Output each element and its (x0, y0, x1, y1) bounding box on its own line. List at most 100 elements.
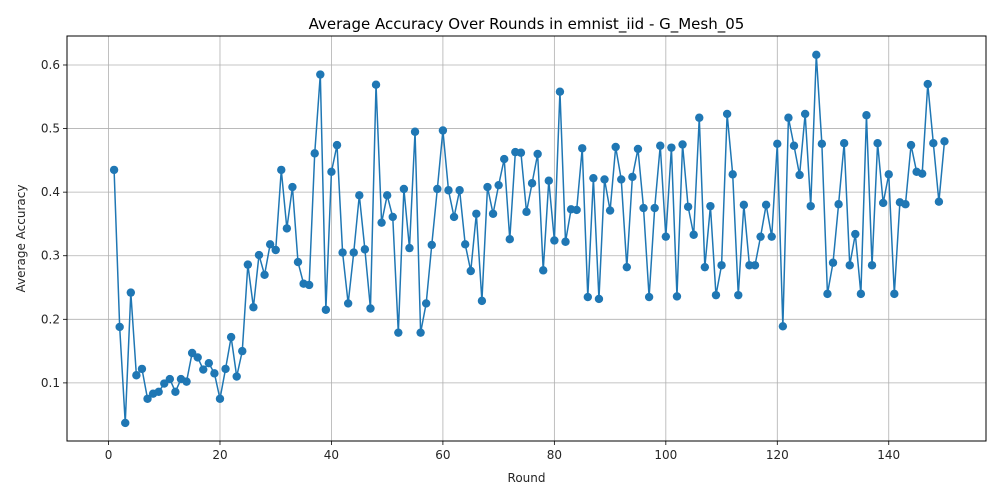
x-tick-label: 100 (654, 448, 677, 462)
data-point (288, 182, 297, 192)
data-point (472, 209, 481, 218)
y-tick-label: 0.2 (41, 312, 60, 326)
plot-frame (66, 35, 987, 442)
data-point (767, 232, 776, 241)
data-point (282, 224, 292, 233)
data-point (466, 266, 475, 276)
data-point (929, 138, 938, 148)
data-point (550, 236, 559, 245)
series-layer (109, 50, 949, 428)
data-point (717, 261, 726, 270)
data-point (527, 179, 537, 188)
x-tick-label: 80 (547, 448, 562, 462)
data-point (650, 203, 659, 213)
data-point (734, 290, 743, 300)
data-point (633, 144, 643, 154)
data-point (461, 240, 470, 249)
data-point (433, 184, 442, 194)
data-point (917, 169, 927, 178)
y-tick-label: 0.4 (41, 185, 60, 199)
data-point (444, 186, 453, 195)
data-point (695, 113, 704, 122)
data-point (109, 165, 119, 175)
chart-title: Average Accuracy Over Rounds in emnist_i… (309, 15, 745, 34)
data-point (611, 142, 620, 152)
data-point (728, 170, 737, 179)
data-point (226, 332, 236, 342)
data-point (862, 111, 871, 120)
series-line (113, 54, 946, 424)
data-point (371, 80, 381, 89)
data-point (410, 127, 420, 136)
data-point (901, 200, 910, 209)
y-tick-label: 0.3 (41, 249, 60, 263)
data-point (132, 371, 141, 380)
data-point (438, 126, 448, 135)
x-tick-label: 120 (766, 448, 789, 462)
data-point (182, 377, 191, 386)
data-point (800, 109, 810, 119)
data-point (115, 322, 124, 332)
x-tick-label: 20 (212, 448, 227, 462)
data-point (260, 270, 269, 279)
data-point (427, 240, 436, 250)
data-point (700, 262, 710, 272)
data-point (327, 167, 336, 177)
data-point (689, 230, 698, 239)
data-point (589, 173, 598, 183)
data-point (232, 372, 241, 381)
data-point (143, 394, 152, 403)
data-point (221, 364, 230, 374)
data-point (165, 374, 175, 384)
data-point (338, 248, 347, 257)
data-point (366, 304, 375, 313)
data-point (399, 184, 409, 194)
data-point (539, 266, 548, 275)
data-point (561, 237, 570, 246)
data-point (828, 258, 838, 267)
data-point (293, 257, 303, 267)
data-point (940, 137, 949, 146)
data-point (516, 148, 526, 157)
data-point (578, 144, 587, 153)
data-point (310, 149, 319, 158)
data-point (171, 387, 180, 396)
data-point (722, 109, 732, 119)
data-point (360, 245, 370, 254)
data-point (667, 143, 676, 152)
data-point (845, 261, 854, 270)
data-point (890, 289, 899, 299)
data-point (199, 365, 208, 374)
data-point (884, 170, 893, 179)
data-point (249, 303, 258, 312)
data-point (154, 387, 163, 396)
data-point (421, 299, 431, 308)
data-point (204, 358, 214, 368)
data-point (394, 328, 403, 337)
data-point (137, 364, 147, 374)
data-point (343, 299, 353, 308)
data-point (416, 328, 425, 337)
data-point (661, 232, 671, 241)
y-axis-title: Average Accuracy (14, 185, 28, 293)
data-point (739, 200, 749, 210)
data-point (449, 212, 459, 222)
data-point (505, 235, 514, 244)
data-point (750, 261, 760, 270)
data-point (923, 79, 932, 89)
x-axis-title: Round (508, 471, 546, 485)
data-point (316, 70, 325, 79)
data-point (349, 248, 358, 257)
data-point (773, 139, 782, 149)
data-point (617, 175, 626, 184)
x-tick-label: 60 (435, 448, 450, 462)
data-point (238, 346, 247, 356)
data-point (483, 182, 492, 192)
data-point (628, 172, 637, 182)
data-point (834, 200, 843, 209)
data-point (851, 229, 860, 239)
data-point (332, 140, 342, 150)
data-point (193, 353, 202, 362)
